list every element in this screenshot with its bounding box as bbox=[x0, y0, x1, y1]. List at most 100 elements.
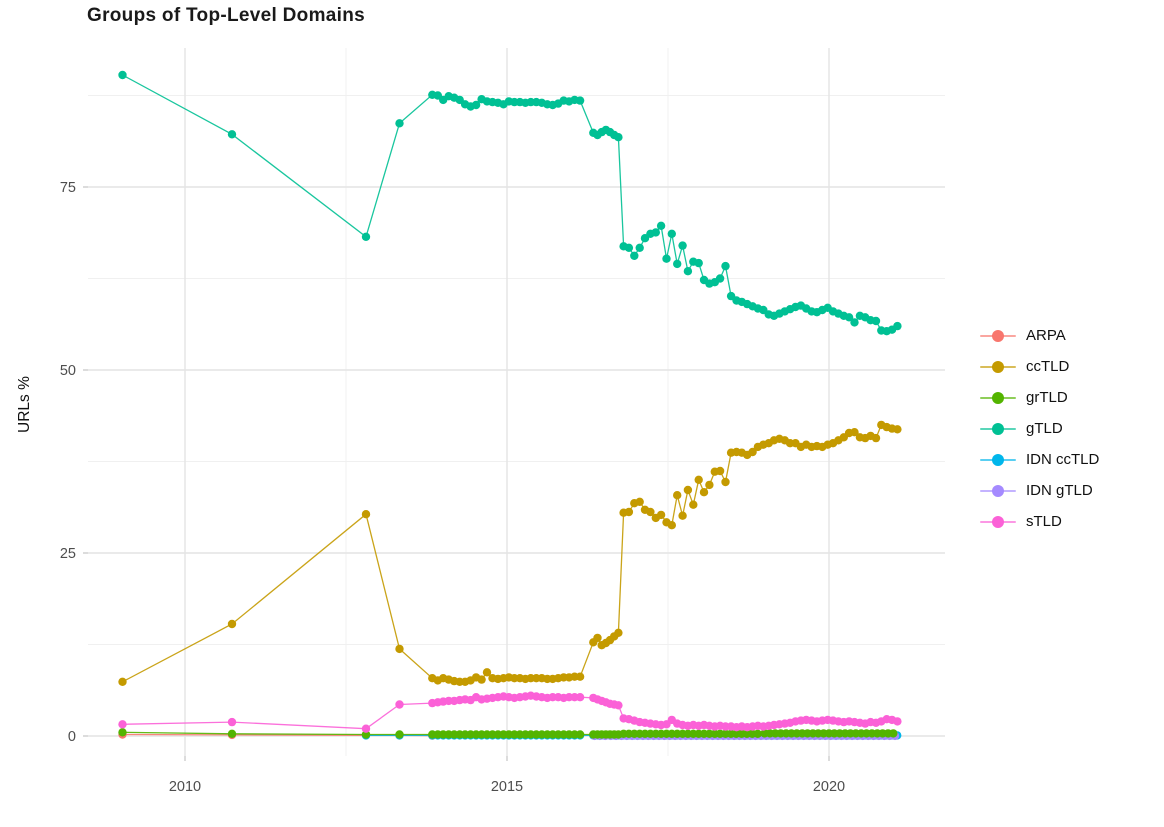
data-point-grtld bbox=[889, 729, 898, 738]
data-point-gtld bbox=[656, 221, 666, 230]
data-point-cctld bbox=[477, 675, 486, 684]
data-point-cctld bbox=[721, 477, 730, 487]
data-point-stld bbox=[227, 717, 237, 727]
data-point-gtld bbox=[673, 259, 682, 269]
legend-item-label: IDN ccTLD bbox=[1026, 451, 1100, 468]
data-point-gtld bbox=[575, 96, 585, 105]
grid-lines bbox=[88, 48, 945, 756]
y-tick-label: 50 bbox=[60, 363, 76, 379]
data-point-gtld bbox=[118, 70, 127, 80]
data-point-gtld bbox=[662, 254, 671, 263]
data-point-gtld bbox=[871, 316, 881, 326]
legend-item-grtld: grTLD bbox=[980, 382, 1099, 413]
data-point-cctld bbox=[748, 447, 757, 457]
legend-item-idn-gtld: IDN gTLD bbox=[980, 475, 1099, 506]
x-tick-label: 2010 bbox=[169, 779, 201, 795]
series-line-gtld bbox=[122, 74, 898, 332]
series-gtld bbox=[118, 70, 902, 336]
legend-key-icon bbox=[980, 515, 1016, 529]
data-point-gtld bbox=[635, 243, 644, 252]
y-tick-label: 75 bbox=[60, 180, 76, 196]
data-point-cctld bbox=[575, 672, 585, 681]
data-point-gtld bbox=[694, 258, 703, 268]
legend-item-label: ccTLD bbox=[1026, 358, 1070, 375]
data-point-cctld bbox=[871, 433, 881, 443]
legend-key-icon bbox=[980, 484, 1016, 498]
data-point-cctld bbox=[118, 677, 127, 686]
data-point-stld bbox=[614, 701, 623, 710]
data-point-cctld bbox=[678, 511, 687, 520]
data-point-cctld bbox=[673, 491, 682, 500]
series-cctld bbox=[118, 420, 902, 686]
data-point-cctld bbox=[667, 521, 676, 530]
data-point-cctld bbox=[689, 500, 698, 509]
legend-item-arpa: ARPA bbox=[980, 320, 1099, 351]
data-point-cctld bbox=[850, 428, 859, 437]
data-point-cctld bbox=[624, 507, 634, 517]
series-grtld bbox=[118, 728, 898, 739]
data-point-cctld bbox=[893, 425, 902, 434]
legend-item-label: IDN gTLD bbox=[1026, 482, 1093, 499]
data-point-stld bbox=[118, 720, 127, 729]
data-point-cctld bbox=[683, 485, 693, 495]
legend-key-icon bbox=[980, 329, 1016, 343]
legend-item-stld: sTLD bbox=[980, 506, 1099, 537]
data-point-cctld bbox=[646, 507, 655, 517]
data-point-gtld bbox=[395, 119, 404, 128]
data-point-cctld bbox=[656, 510, 666, 520]
data-point-cctld bbox=[227, 619, 237, 629]
data-point-cctld bbox=[715, 466, 725, 476]
data-point-cctld bbox=[361, 510, 371, 519]
data-point-gtld bbox=[667, 229, 676, 238]
data-point-gtld bbox=[683, 267, 693, 276]
data-point-gtld bbox=[630, 251, 639, 260]
data-point-cctld bbox=[705, 480, 714, 490]
legend-item-gtld: gTLD bbox=[980, 413, 1099, 444]
y-tick-label: 0 bbox=[68, 729, 76, 745]
legend-item-label: sTLD bbox=[1026, 513, 1062, 530]
data-point-stld bbox=[395, 700, 404, 709]
data-point-gtld bbox=[227, 130, 237, 139]
data-point-cctld bbox=[699, 488, 709, 497]
legend-item-label: gTLD bbox=[1026, 420, 1063, 437]
data-point-grtld bbox=[361, 730, 371, 739]
y-axis-title: URLs % bbox=[16, 376, 33, 433]
data-point-cctld bbox=[614, 628, 623, 637]
x-tick-label: 2015 bbox=[491, 779, 523, 795]
data-point-stld bbox=[893, 717, 902, 726]
data-point-grtld bbox=[753, 729, 762, 738]
data-point-stld bbox=[575, 693, 585, 702]
data-point-gtld bbox=[361, 232, 371, 241]
legend-item-cctld: ccTLD bbox=[980, 351, 1099, 382]
legend-key-icon bbox=[980, 360, 1016, 374]
data-point-grtld bbox=[227, 729, 237, 738]
data-point-cctld bbox=[694, 475, 703, 484]
data-point-cctld bbox=[395, 644, 404, 654]
legend-item-idn-cctld: IDN ccTLD bbox=[980, 444, 1099, 475]
data-point-gtld bbox=[850, 318, 859, 327]
data-point-cctld bbox=[593, 633, 602, 643]
data-point-grtld bbox=[395, 730, 404, 739]
legend-item-label: grTLD bbox=[1026, 389, 1068, 406]
y-tick-label: 25 bbox=[60, 546, 76, 562]
x-tick-label: 2020 bbox=[813, 779, 845, 795]
data-point-cctld bbox=[482, 668, 492, 677]
data-point-grtld bbox=[575, 730, 585, 739]
legend: ARPA ccTLD grTLD gTLD IDN ccTLD IDN gTLD… bbox=[980, 320, 1099, 537]
axis-tick-labels: 2010 2015 2020 0 25 50 75 bbox=[60, 180, 845, 795]
data-point-gtld bbox=[715, 274, 725, 283]
data-point-gtld bbox=[844, 313, 854, 322]
data-point-gtld bbox=[614, 133, 623, 142]
legend-key-icon bbox=[980, 391, 1016, 405]
data-point-gtld bbox=[471, 100, 481, 110]
chart-title: Groups of Top-Level Domains bbox=[87, 5, 365, 26]
data-point-gtld bbox=[721, 261, 730, 271]
data-point-grtld bbox=[118, 728, 127, 737]
data-point-gtld bbox=[893, 321, 902, 331]
data-point-gtld bbox=[678, 241, 687, 250]
data-point-gtld bbox=[624, 243, 634, 252]
data-point-gtld bbox=[651, 228, 660, 237]
series-stld bbox=[118, 691, 902, 733]
